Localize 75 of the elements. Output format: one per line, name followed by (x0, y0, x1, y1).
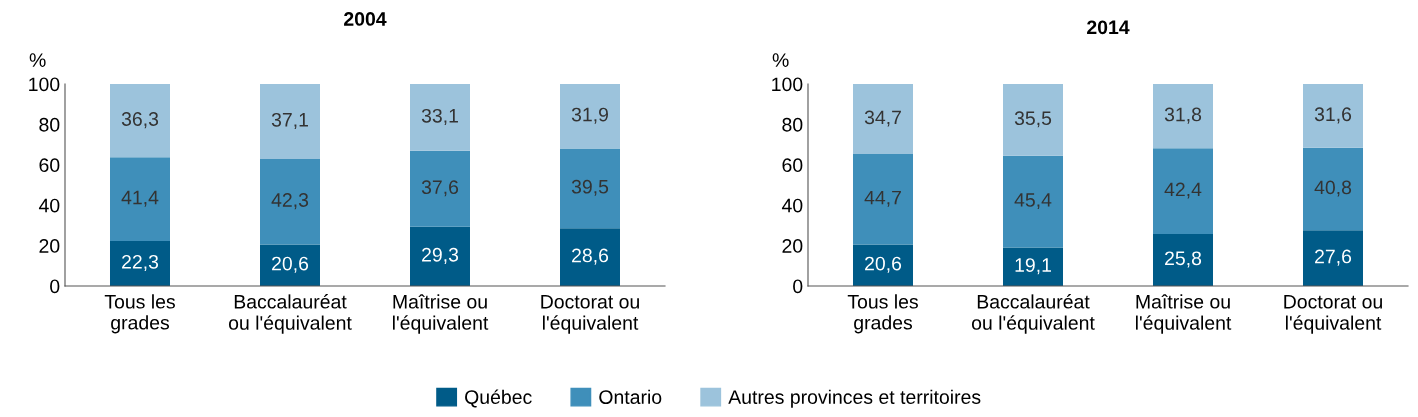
x-tick-label: Doctorat ou l'équivalent (541, 295, 639, 334)
data-label: 22,3 (122, 254, 159, 271)
bar (1303, 230, 1363, 286)
y-tick-label: 100 (29, 77, 60, 92)
bar (853, 84, 913, 155)
bar (1003, 84, 1063, 156)
data-label: 20,6 (865, 256, 902, 273)
x-tick-label: Tous les grades (847, 294, 918, 334)
data-label: 35,5 (1014, 111, 1052, 128)
chart-title: 2004 (344, 12, 387, 26)
y-tick-label: 60 (39, 158, 60, 173)
bar (410, 226, 470, 286)
data-label: 31,8 (1164, 107, 1202, 124)
data-label: 29,3 (422, 247, 459, 264)
data-label: 33,1 (421, 108, 458, 125)
y-tick-label: 80 (782, 117, 803, 132)
y-tick-label: 60 (782, 158, 803, 173)
data-label: 31,6 (1314, 107, 1352, 124)
y-tick-label: 20 (39, 239, 60, 253)
bar (560, 228, 620, 286)
chart-title: 2014 (1087, 20, 1130, 35)
data-label: 42,3 (271, 193, 309, 210)
x-tick-label: Maîtrise ou l'équivalent (392, 294, 489, 334)
bar (110, 240, 170, 286)
data-label: 42,4 (1164, 182, 1202, 199)
bar (1153, 84, 1213, 149)
y-tick-label: 100 (772, 77, 803, 92)
data-label: 31,9 (571, 107, 608, 124)
data-label: 28,6 (572, 248, 609, 265)
data-label: 40,8 (1314, 180, 1352, 197)
bar (1303, 84, 1363, 148)
data-label: 25,8 (1165, 251, 1202, 268)
legend-label: Québec (465, 389, 532, 408)
y-tick-label: 80 (39, 117, 60, 132)
y-tick-label: 20 (782, 239, 803, 253)
bar (560, 84, 620, 149)
bar (1003, 155, 1063, 248)
x-tick-label: Tous les grades (104, 294, 175, 334)
y-tick-label: 0 (50, 279, 60, 294)
x-tick-label: Baccalauréat ou l'équivalent (228, 294, 352, 334)
data-label: 45,4 (1014, 193, 1052, 210)
data-label: 19,1 (1015, 258, 1051, 275)
data-label: 27,6 (1315, 249, 1352, 266)
x-tick-label: Baccalauréat ou l'équivalent (971, 294, 1095, 334)
data-label: 36,3 (121, 112, 159, 129)
y-axis-title: % (29, 53, 46, 67)
legend-label: Ontario (599, 389, 662, 404)
data-label: 44,7 (864, 190, 901, 207)
y-tick-label: 0 (793, 279, 803, 294)
data-label: 37,1 (271, 112, 308, 129)
bar (853, 244, 913, 286)
y-tick-label: 40 (38, 198, 60, 213)
data-label: 34,7 (864, 110, 901, 127)
bar (260, 84, 320, 159)
bar (260, 158, 320, 245)
bar (853, 154, 913, 245)
x-tick-label: Doctorat ou l'équivalent (1284, 295, 1382, 334)
legend-label: Autres provinces et territoires (728, 389, 981, 408)
bar (560, 148, 620, 229)
bar (260, 244, 320, 286)
bar (110, 157, 170, 241)
bar (1003, 247, 1063, 286)
data-label: 20,6 (272, 256, 309, 273)
data-label: 39,5 (571, 179, 609, 196)
bar (410, 84, 470, 151)
x-tick-label: Maîtrise ou l'équivalent (1135, 294, 1232, 334)
bar (410, 150, 470, 227)
bar (1153, 148, 1213, 234)
bar (1153, 233, 1213, 286)
y-axis-title: % (772, 53, 789, 67)
y-tick-label: 40 (781, 198, 803, 213)
data-label: 37,6 (421, 180, 459, 197)
bar (110, 84, 170, 158)
bar (1303, 147, 1363, 231)
data-label: 41,4 (121, 190, 159, 207)
